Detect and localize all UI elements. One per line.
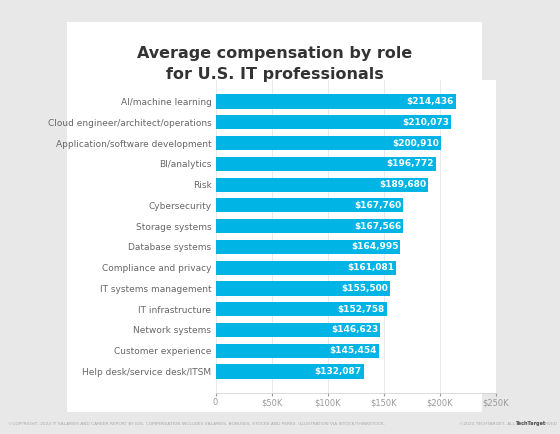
Text: $164,995: $164,995 [351, 243, 399, 251]
Bar [216, 198, 404, 212]
Text: Average compensation by role
for U.S. IT professionals: Average compensation by role for U.S. IT… [137, 46, 412, 82]
Bar [216, 219, 403, 233]
Bar [216, 240, 400, 254]
Text: $146,623: $146,623 [331, 326, 378, 335]
Bar [216, 157, 436, 171]
Bar [216, 95, 456, 108]
Text: $167,566: $167,566 [354, 222, 402, 230]
Text: $161,081: $161,081 [347, 263, 394, 272]
Text: ©COPYRIGHT, 2024 IT SALARIES AND CAREER REPORT BY IDG. COMPENSATION INCLUDES SAL: ©COPYRIGHT, 2024 IT SALARIES AND CAREER … [8, 422, 385, 426]
Text: ©2024 TECHTARGET, ALL RIGHTS RESERVED: ©2024 TECHTARGET, ALL RIGHTS RESERVED [459, 422, 557, 426]
Bar [216, 178, 428, 192]
Text: TechTarget: TechTarget [516, 421, 546, 426]
Text: $145,454: $145,454 [329, 346, 377, 355]
Bar [216, 261, 396, 275]
Text: $210,073: $210,073 [402, 118, 449, 127]
Bar [216, 136, 441, 150]
Text: $152,758: $152,758 [338, 305, 385, 314]
Text: $200,910: $200,910 [392, 138, 439, 148]
Text: $167,760: $167,760 [354, 201, 402, 210]
Bar [216, 302, 387, 316]
Text: $189,680: $189,680 [379, 180, 426, 189]
Text: $155,500: $155,500 [341, 284, 388, 293]
Bar [216, 365, 363, 378]
Bar [216, 323, 380, 337]
Text: $214,436: $214,436 [407, 97, 454, 106]
Text: $196,772: $196,772 [387, 159, 435, 168]
Bar [216, 281, 390, 296]
Bar [216, 344, 379, 358]
Bar [216, 115, 451, 129]
Text: $132,087: $132,087 [315, 367, 362, 376]
